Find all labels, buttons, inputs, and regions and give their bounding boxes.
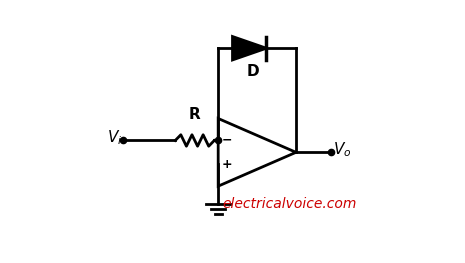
Text: −: − xyxy=(221,134,232,147)
Text: D: D xyxy=(247,64,259,79)
Polygon shape xyxy=(232,37,266,60)
Text: electricalvoice.com: electricalvoice.com xyxy=(223,197,357,211)
Text: $V_o$: $V_o$ xyxy=(332,140,351,159)
Text: R: R xyxy=(189,107,200,122)
Text: $V_i$: $V_i$ xyxy=(106,129,122,147)
Text: +: + xyxy=(221,158,232,171)
